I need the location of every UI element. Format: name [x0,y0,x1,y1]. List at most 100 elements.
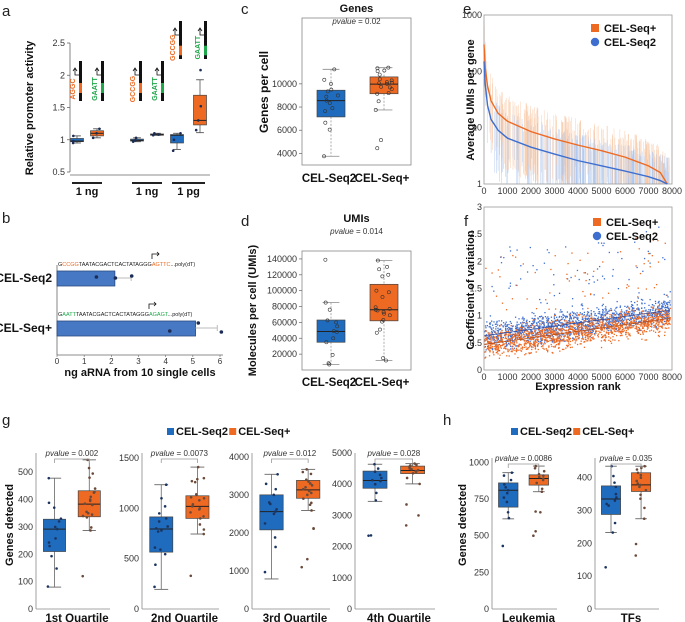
scatter-point [536,338,539,341]
scatter-point [554,308,557,310]
scatter-point [510,330,512,332]
scatter-point [573,334,576,336]
scatter-point [638,315,640,317]
scatter-point [588,321,590,323]
data-point [373,307,378,312]
scatter-point [573,321,575,324]
scatter-point [662,303,664,305]
scatter-point [510,327,512,330]
scatter-point [539,323,541,325]
scatter-point [546,329,548,331]
scatter-point [553,332,555,335]
scatter-point [533,341,535,343]
scatter-point [505,331,508,333]
x-category-label: CEL-Seq+ [355,377,410,389]
scatter-point [590,310,592,312]
data-point [374,288,379,293]
scatter-point [580,326,582,329]
scatter-point [582,308,584,310]
scatter-point [541,330,544,332]
scatter-point [554,323,556,325]
scatter-point [640,320,642,323]
scatter-point [580,340,582,342]
scatter-point [593,270,595,272]
scatter-point [577,329,579,331]
data-point [164,483,168,487]
box-blue [149,516,174,553]
scatter-point [487,346,489,349]
data-point [614,485,618,489]
y-tick-label: 400 [577,473,592,483]
scatter-point [538,332,540,334]
scatter-point [661,320,663,322]
scatter-point [502,343,505,346]
scatter-point [611,327,613,329]
scatter-point [534,335,537,337]
scatter-point [614,330,616,333]
significance-bracket [160,458,198,463]
x-tick-label: 6000 [615,372,635,382]
data-point [89,526,93,529]
scatter-point [651,316,654,318]
data-point [322,154,326,159]
scatter-point [625,313,627,315]
scatter-point [512,343,515,346]
scatter-point [631,309,633,311]
scatter-point [525,323,527,325]
scatter-point [558,340,561,343]
data-point [375,308,380,313]
scatter-point [665,303,668,305]
scatter-point [657,319,659,322]
data-point [91,136,95,140]
scatter-point [524,327,526,330]
scatter-point [489,341,492,343]
scatter-point [586,314,588,316]
data-point [307,489,311,493]
scatter-point [536,339,539,341]
scatter-point [508,287,510,289]
significance-bracket [54,458,90,463]
data-point [384,358,388,363]
scatter-point [551,326,553,329]
scatter-point [570,326,572,328]
scatter-point [531,337,533,339]
scatter-point [659,303,661,305]
scatter-point [641,316,643,318]
scatter-point [533,337,535,339]
scatter-point [642,333,644,335]
scatter-point [617,313,619,316]
scatter-point [614,314,617,316]
scatter-point [599,316,602,319]
scatter-point [509,332,511,334]
data-point [310,509,313,512]
scatter-point [654,315,656,317]
scatter-point [505,347,507,349]
data-point [52,506,56,510]
scatter-point [641,310,644,312]
scatter-point [625,320,628,322]
scatter-point [619,315,622,317]
scatter-point [561,311,563,313]
scatter-point [548,329,550,331]
scatter-point [647,250,649,253]
scatter-point [563,335,565,338]
scatter-point [545,337,547,339]
data-point [308,503,312,507]
scatter-point [521,329,523,331]
pvalue-label: pvalue = 0.02 [331,17,381,26]
scatter-point [525,339,527,342]
bar-cel-seq2 [56,270,116,287]
scatter-point [627,332,629,334]
sequence-part: AGTTC [152,262,171,268]
scatter-point [490,331,493,333]
scatter-point [528,352,530,354]
scatter-point [516,332,519,334]
scatter-point [559,337,561,339]
scatter-point [621,311,623,313]
promoter-arrow-icon [172,27,179,36]
scatter-point [535,329,537,331]
scatter-point [560,340,562,342]
data-point [306,493,309,497]
data-point [638,485,641,489]
scatter-point [643,263,645,265]
